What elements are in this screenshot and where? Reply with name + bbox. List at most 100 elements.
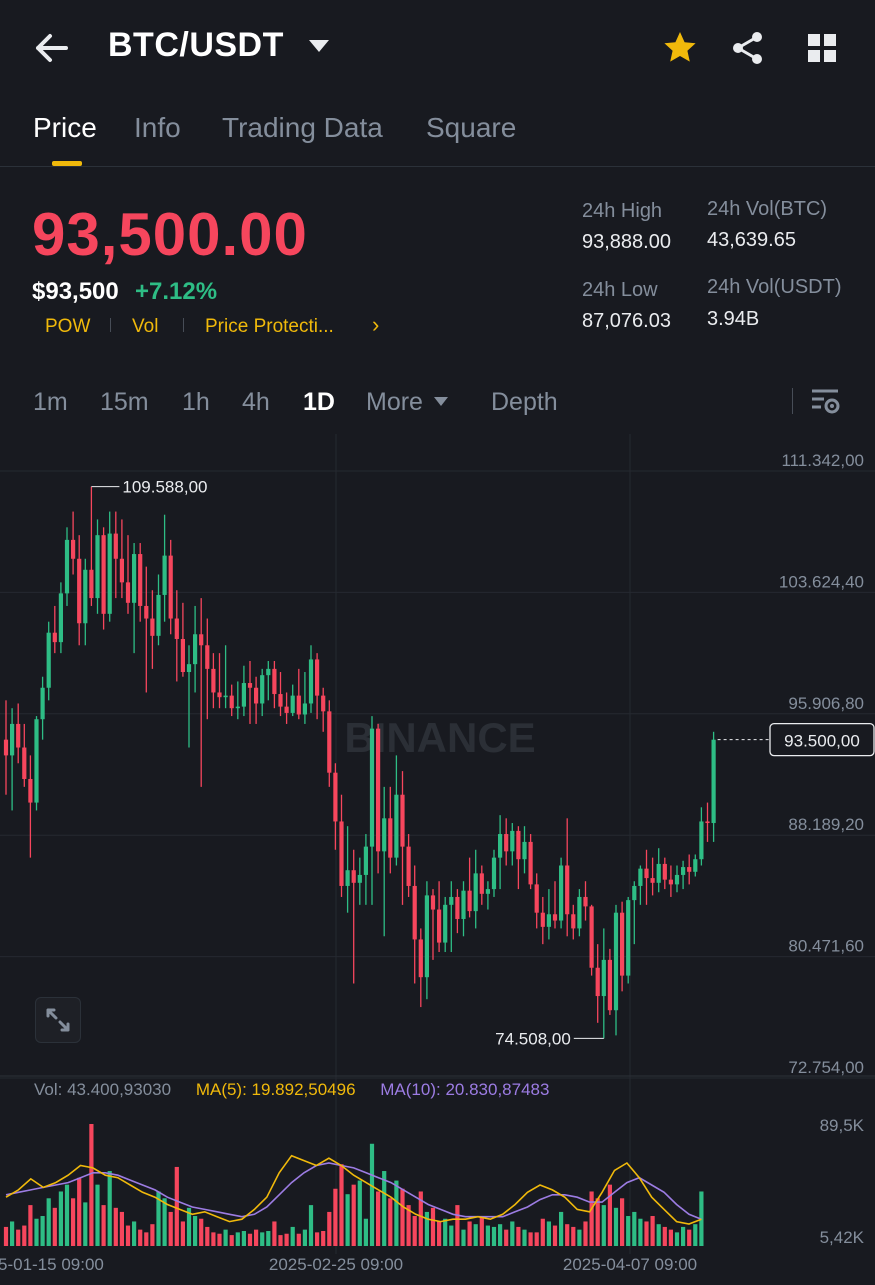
ma10-value: MA(10): 20.830,87483	[380, 1080, 550, 1099]
candle-body	[266, 668, 271, 676]
volume-bar	[247, 1233, 253, 1246]
volume-bar	[632, 1211, 637, 1246]
volume-bar	[418, 1191, 423, 1246]
timeframe-1h[interactable]: 1h	[182, 388, 210, 416]
volume-bar	[327, 1211, 332, 1246]
volume-bar	[138, 1229, 143, 1246]
volume-bar	[662, 1226, 667, 1246]
candle-body	[388, 818, 393, 858]
chart-settings-icon[interactable]	[808, 384, 842, 418]
stat-24h-vol-btc: 43,639.65	[707, 229, 796, 251]
tab-square[interactable]: Square	[426, 112, 517, 143]
volume-bar	[64, 1184, 70, 1246]
candle-body	[607, 959, 612, 1011]
tab-depth[interactable]: Depth	[491, 388, 558, 416]
volume-bar	[528, 1232, 533, 1246]
volume-bar	[577, 1229, 582, 1246]
volume-bar	[559, 1211, 564, 1246]
volume-bar	[174, 1166, 179, 1246]
tag-price-protection[interactable]: Price Protecti...	[205, 316, 334, 337]
tab-trading-data[interactable]: Trading Data	[222, 112, 383, 143]
candle-body	[461, 890, 466, 919]
candle-body	[363, 846, 368, 875]
candle-body	[241, 683, 246, 707]
current-price-label: 93.500,00	[784, 732, 860, 751]
timeframe-1m[interactable]: 1m	[33, 388, 68, 416]
candle-body	[113, 533, 118, 559]
candle-body	[77, 558, 82, 624]
volume-bar	[58, 1191, 63, 1246]
timeframe-more[interactable]: More	[366, 388, 423, 416]
timeframe-4h[interactable]: 4h	[242, 388, 270, 416]
volume-bar	[150, 1224, 155, 1246]
volume-bar	[83, 1202, 88, 1246]
volume-bar	[351, 1184, 356, 1246]
volume-bar	[132, 1221, 137, 1246]
volume-bar	[284, 1233, 289, 1246]
tag-pow[interactable]: POW	[45, 316, 91, 337]
volume-bar	[272, 1221, 277, 1246]
grid-menu-icon[interactable]	[802, 28, 842, 68]
volume-bar	[302, 1229, 307, 1246]
tag-vol[interactable]: Vol	[132, 316, 159, 337]
candle-body	[107, 533, 112, 614]
caret-down-icon[interactable]	[306, 34, 332, 60]
candle-body	[382, 818, 387, 852]
candle-body	[644, 868, 649, 879]
volume-bar	[650, 1216, 655, 1246]
volume-bar	[278, 1235, 283, 1246]
volume-bar	[211, 1232, 216, 1246]
volume-bar	[449, 1225, 454, 1246]
candle-body	[119, 558, 124, 583]
candle-body	[144, 605, 149, 619]
tab-price[interactable]: Price	[33, 112, 97, 143]
candle-body	[540, 912, 545, 927]
star-icon[interactable]	[660, 28, 700, 68]
volume-bar	[668, 1229, 673, 1246]
volume-bar	[296, 1233, 301, 1246]
candle-body	[199, 634, 204, 646]
price-axis-label: 80.471,60	[788, 937, 864, 956]
volume-bar	[217, 1233, 222, 1246]
candle-body	[699, 821, 704, 860]
candle-body	[559, 865, 564, 921]
candle-body	[302, 703, 307, 715]
candlestick-chart[interactable]: BINANCE 111.342,00 103.624,40 95.906,80 88.…	[0, 434, 875, 1280]
volume-bar	[22, 1225, 27, 1246]
candle-body	[601, 959, 606, 997]
tab-info[interactable]: Info	[134, 112, 181, 143]
candle-body	[278, 694, 283, 707]
candle-body	[546, 914, 551, 927]
volume-bar	[10, 1221, 15, 1246]
candle-body	[369, 728, 375, 847]
candle-body	[3, 739, 9, 756]
candle-body	[235, 706, 240, 709]
expand-icon[interactable]	[35, 997, 81, 1043]
candle-body	[52, 632, 57, 643]
timeframe-15m[interactable]: 15m	[100, 388, 149, 416]
candle-body	[345, 870, 350, 886]
candle-body	[528, 841, 533, 885]
volume-bar	[156, 1191, 161, 1246]
candle-body	[272, 668, 277, 695]
stat-24h-low-label: 24h Low	[582, 279, 658, 301]
candle-body	[327, 711, 332, 773]
share-icon[interactable]	[728, 28, 768, 68]
caret-down-icon[interactable]	[432, 395, 450, 407]
candle-body	[662, 863, 667, 880]
volume-axis-label: 89,5K	[820, 1116, 865, 1135]
pair-title[interactable]: BTC/USDT	[108, 26, 284, 64]
volume-value: Vol: 43.400,93030	[34, 1080, 172, 1099]
chart-canvas[interactable]: BINANCE 111.342,00103.624,4095.906,8088.…	[0, 434, 875, 1280]
candle-body	[583, 896, 588, 907]
volume-bar	[363, 1218, 368, 1246]
volume-bar	[199, 1218, 204, 1246]
back-arrow-icon[interactable]	[30, 28, 74, 68]
candle-body	[711, 739, 716, 824]
candle-body	[473, 873, 478, 912]
candle-body	[260, 675, 265, 704]
timeframe-1d[interactable]: 1D	[303, 388, 335, 416]
ma5-value: MA(5): 19.892,50496	[195, 1080, 356, 1099]
volume-bar	[308, 1205, 314, 1246]
chevron-right-icon[interactable]: ›	[372, 312, 380, 337]
